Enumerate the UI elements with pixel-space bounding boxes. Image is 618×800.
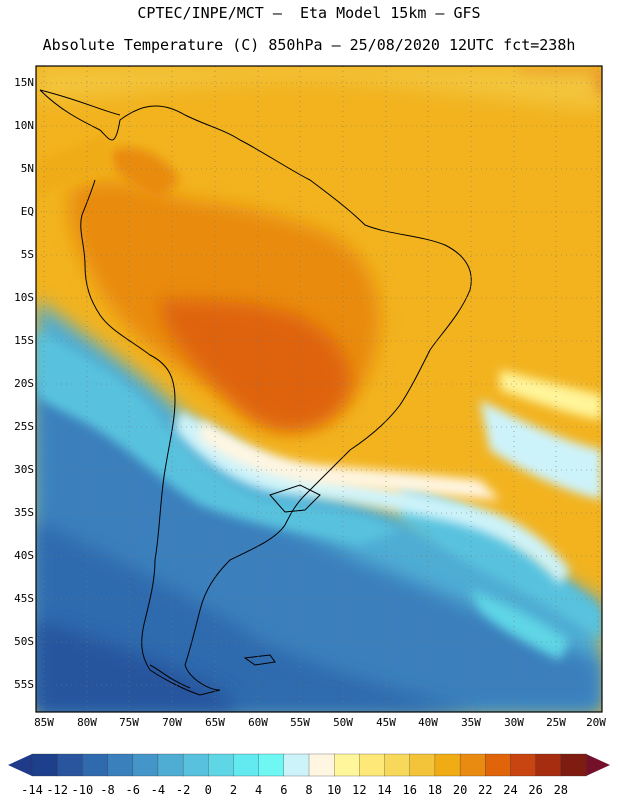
- colorbar-cell: [283, 753, 310, 777]
- colorbar-cell: [434, 753, 461, 777]
- lat-label: 5N: [20, 162, 34, 175]
- colorbar-cell: [485, 753, 512, 777]
- lat-label: 35S: [14, 506, 34, 519]
- colorbar-label: -12: [46, 783, 69, 797]
- colorbar-cell: [208, 753, 235, 777]
- map-frame: [35, 65, 603, 713]
- colorbar-label: 4: [255, 783, 263, 797]
- colorbar-cell: [384, 753, 411, 777]
- colorbar-label: -14: [21, 783, 43, 797]
- colorbar-cell: [359, 753, 386, 777]
- lon-label: 45W: [376, 716, 396, 729]
- lon-label: 60W: [248, 716, 268, 729]
- colorbar-label: -8: [100, 783, 115, 797]
- lat-label: 15S: [14, 334, 34, 347]
- lon-label: 75W: [119, 716, 139, 729]
- colorbar-label: 10: [326, 783, 342, 797]
- colorbar-cell: [258, 753, 285, 777]
- colorbar-label: 14: [377, 783, 392, 797]
- lon-label: 35W: [461, 716, 481, 729]
- colorbar-label: -10: [71, 783, 94, 797]
- colorbar-label: 2: [229, 783, 238, 797]
- lat-label: 5S: [20, 248, 34, 261]
- lat-label: 20S: [14, 377, 34, 390]
- colorbar-label: 12: [352, 783, 367, 797]
- colorbar-label: 8: [305, 783, 313, 797]
- lon-label: 70W: [162, 716, 182, 729]
- lon-label: 20W: [586, 716, 606, 729]
- colorbar-label: 6: [280, 783, 288, 797]
- colorbar-label: 28: [553, 783, 569, 797]
- lon-label: 80W: [77, 716, 97, 729]
- colorbar-cell: [308, 753, 335, 777]
- colorbar-label: -4: [150, 783, 166, 797]
- colorbar-cell: [535, 753, 562, 777]
- colorbar-cell: [132, 753, 159, 777]
- lat-label: 40S: [14, 549, 34, 562]
- colorbar-cell: [560, 753, 587, 777]
- colorbar: [8, 753, 610, 777]
- chart-title: CPTEC/INPE/MCT – Eta Model 15km – GFS: [137, 4, 481, 22]
- lat-label: 30S: [14, 463, 34, 476]
- colorbar-label: 18: [427, 783, 443, 797]
- lon-label: 65W: [205, 716, 225, 729]
- lon-label: 30W: [504, 716, 524, 729]
- colorbar-cell: [31, 753, 58, 777]
- chart-subtitle: Absolute Temperature (C) 850hPa – 25/08/…: [42, 36, 576, 54]
- colorbar-label: 24: [503, 783, 518, 797]
- colorbar-cell: [459, 753, 486, 777]
- lon-label: 50W: [333, 716, 353, 729]
- lat-label: 10N: [14, 119, 34, 132]
- colorbar-cell: [82, 753, 109, 777]
- lat-label: 15N: [14, 76, 34, 89]
- lat-label: EQ: [20, 205, 34, 218]
- colorbar-label: -2: [175, 783, 191, 797]
- lat-label: 45S: [14, 592, 34, 605]
- coastlines: [39, 89, 472, 696]
- lat-label: 25S: [14, 420, 34, 433]
- colorbar-under-arrow: [8, 754, 32, 776]
- lat-label: 55S: [14, 678, 34, 691]
- lon-label: 40W: [418, 716, 438, 729]
- colorbar-cell: [233, 753, 260, 777]
- colorbar-cell: [182, 753, 209, 777]
- colorbar-cell: [334, 753, 361, 777]
- colorbar-cell: [107, 753, 134, 777]
- colorbar-label: -6: [125, 783, 140, 797]
- colorbar-cell: [157, 753, 184, 777]
- colorbar-label: 16: [402, 783, 417, 797]
- colorbar-label: 0: [204, 783, 212, 797]
- colorbar-cell: [510, 753, 537, 777]
- colorbar-over-arrow: [586, 754, 610, 776]
- colorbar-label: 20: [452, 783, 468, 797]
- colorbar-cell: [57, 753, 84, 777]
- colorbar-label: 26: [528, 783, 543, 797]
- lon-label: 55W: [290, 716, 310, 729]
- temperature-field: [36, 66, 602, 712]
- lat-label: 50S: [14, 635, 34, 648]
- colorbar-label: 22: [478, 783, 493, 797]
- lon-label: 85W: [34, 716, 54, 729]
- lat-label: 10S: [14, 291, 34, 304]
- lon-label: 25W: [546, 716, 566, 729]
- colorbar-cell: [409, 753, 436, 777]
